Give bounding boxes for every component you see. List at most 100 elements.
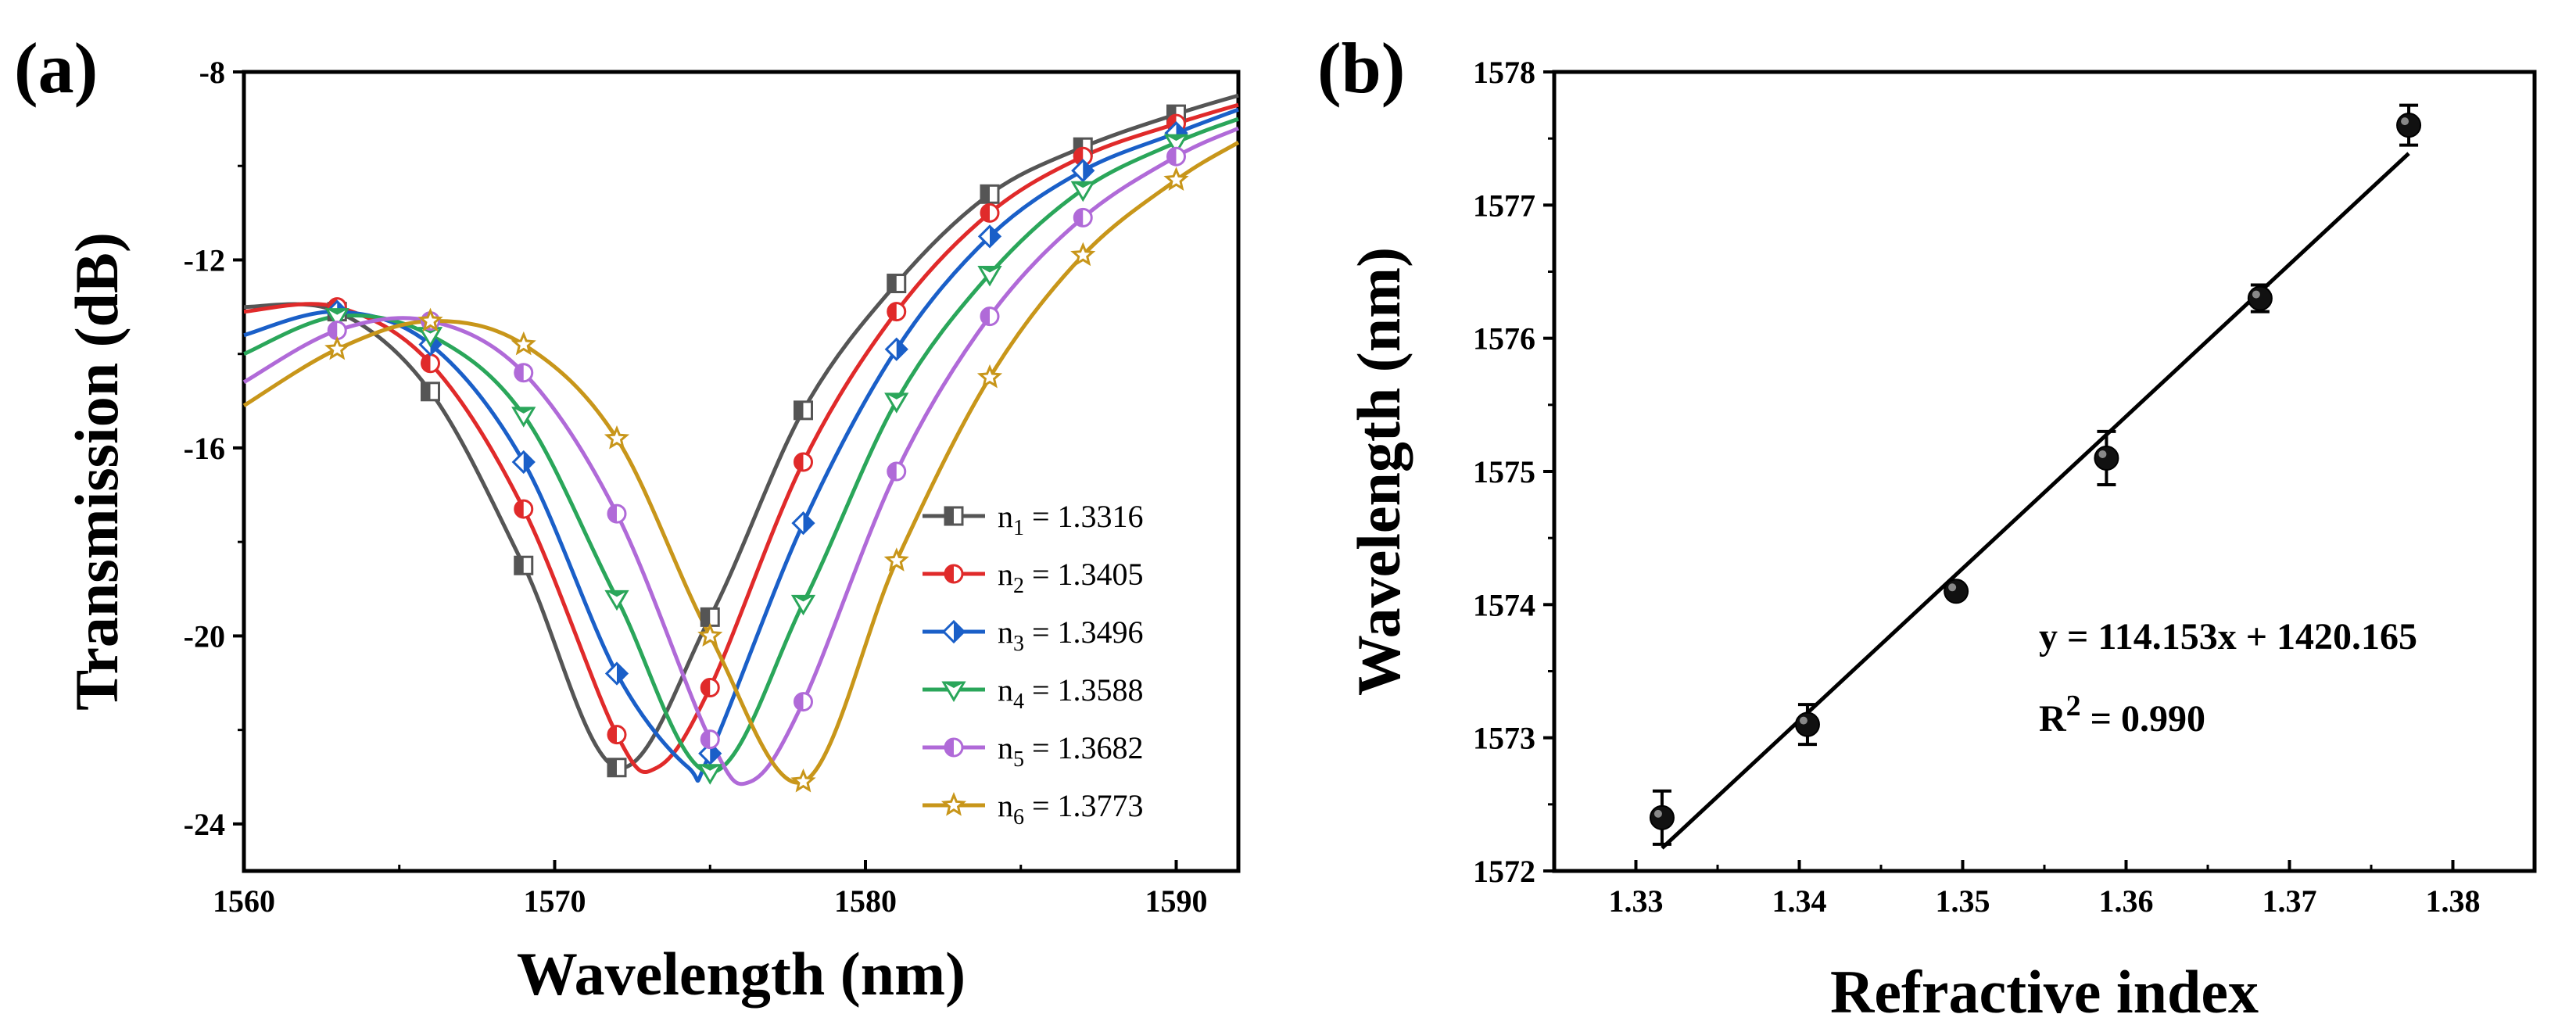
panel-a-transmission-chart: (a) 1560 1570 1580 1590 -8 -12 -16 -20 -24 Wavel… — [14, 28, 1241, 1008]
point-highlight — [1948, 583, 1957, 592]
panel-a-series-5-point — [1166, 146, 1186, 167]
panel-b-data-point-1 — [1649, 789, 1675, 846]
panel-a-series-3-point — [604, 661, 629, 686]
panel-a-series-2-point — [607, 725, 627, 745]
panel-b-x-tick-label: 1.36 — [2099, 883, 2154, 919]
panel-a-series-6-point — [511, 331, 536, 356]
legend-label: n2 = 1.3405 — [998, 557, 1144, 598]
panel-b-data-point-5 — [2247, 283, 2273, 314]
panel-a-series-6-point — [697, 622, 723, 647]
panel-a-legend-entry-2: n2 = 1.3405 — [923, 557, 1144, 598]
panel-a-y-tick-label: -20 — [184, 618, 225, 654]
panel-a-series-6-point — [883, 547, 909, 572]
panel-a-series-2-point — [980, 202, 1000, 223]
panel-a-series-6-point — [1070, 242, 1096, 267]
r-squared: R2 = 0.990 — [2039, 690, 2205, 740]
panel-a-plot-frame — [242, 70, 1241, 873]
panel-a-x-tick-label: 1560 — [213, 883, 275, 919]
panel-b-data-point-4 — [2094, 429, 2119, 487]
point-marker — [2094, 445, 2119, 471]
panel-a-series-5-point — [887, 461, 907, 482]
panel-a-series-2-point — [700, 678, 720, 698]
panel-a-series-1-point — [794, 400, 813, 421]
panel-a-series-3-point — [884, 337, 908, 361]
panel-b-y-tick-label: 1573 — [1473, 721, 1535, 756]
panel-a-series-6-point — [1163, 167, 1189, 191]
panel-a-series-4-point — [790, 594, 816, 616]
panel-a-y-tick-label: -24 — [184, 807, 225, 842]
point-highlight — [1799, 716, 1807, 725]
panel-b-fit-line — [1661, 152, 2410, 850]
panel-a-y-tick-label: -8 — [199, 55, 225, 90]
panel-a-series-1-point — [421, 382, 440, 402]
panel-a-series-5-point — [514, 363, 534, 383]
point-highlight — [2098, 450, 2107, 458]
panel-a-series-line-1 — [243, 93, 1239, 770]
panel-a-series-6-point — [324, 335, 350, 360]
panel-b-x-tick-label: 1.34 — [1772, 883, 1827, 919]
panel-a-x-tick-label: 1580 — [834, 883, 897, 919]
fit-equation: y = 114.153x + 1420.165 — [2039, 616, 2417, 658]
panel-b-x-axis-title: Refractive index — [1830, 958, 2259, 1026]
panel-b-label: (b) — [1317, 28, 1405, 108]
panel-b-y-tick-label: 1578 — [1473, 55, 1535, 90]
panel-b-y-tick-label: 1577 — [1473, 188, 1535, 223]
panel-a-series-3-point — [977, 224, 1002, 249]
panel-b-data-point-3 — [1944, 579, 1969, 604]
legend-label: n6 = 1.3773 — [998, 788, 1144, 830]
point-marker — [1649, 804, 1675, 830]
panel-a-legend-entry-1: n1 = 1.3316 — [923, 499, 1144, 540]
legend-label: n1 = 1.3316 — [998, 499, 1144, 540]
panel-a-series-3-point — [511, 450, 536, 475]
panel-a-y-tick-label: -16 — [184, 431, 225, 466]
panel-a-series-5-point — [607, 503, 627, 524]
panel-a-legend: n1 = 1.3316 n2 = 1.3405 n3 = 1.3496 n4 = 1.… — [923, 499, 1144, 830]
panel-a-series-5-point — [1073, 207, 1093, 228]
panel-a-series-5-point — [327, 321, 347, 341]
legend-marker — [941, 619, 966, 644]
panel-a-series-4-point — [324, 308, 349, 329]
legend-label: n5 = 1.3682 — [998, 730, 1144, 772]
panel-b-wavelength-chart: (b) 1.33 1.34 1.35 1.36 1.37 1.38 1572 1573 1574… — [1317, 28, 2537, 1026]
panel-a-series-1-point — [514, 555, 534, 575]
panel-a-x-tick-label: 1590 — [1145, 883, 1208, 919]
panel-a-series-5-point — [700, 729, 720, 750]
panel-a-x-axis-title: Wavelength (nm) — [517, 940, 966, 1008]
panel-a-series-1-point — [607, 758, 627, 778]
legend-label: n3 = 1.3496 — [998, 615, 1144, 656]
panel-a-y-axis-title: Transmission (dB) — [63, 232, 131, 711]
panel-a-y-tick-label: -12 — [184, 242, 225, 278]
panel-a-series-6-point — [604, 425, 630, 450]
panel-b-x-tick-label: 1.38 — [2426, 883, 2481, 919]
r-squared-superscript: 2 — [2066, 690, 2081, 722]
panel-a-legend-entry-6: n6 = 1.3773 — [923, 788, 1144, 830]
panel-a-series-1-point — [887, 274, 907, 294]
panel-b-y-axis-title: Wavelength (nm) — [1345, 247, 1413, 696]
panel-a-series-4-point — [977, 266, 1002, 287]
panel-a-series-2-point — [794, 452, 813, 472]
panel-a-series-line-5 — [242, 126, 1240, 787]
panel-a-series-4-point — [511, 407, 536, 428]
panel-a-label: (a) — [14, 28, 98, 108]
panel-a-series-4-point — [697, 764, 722, 785]
panel-a-series-6-point — [790, 768, 816, 793]
panel-a-series-4-point — [604, 589, 629, 611]
legend-label: n4 = 1.3588 — [998, 672, 1144, 714]
panel-a-series-3-point — [1071, 159, 1095, 183]
r-squared-prefix: R — [2039, 698, 2067, 740]
point-marker — [2396, 113, 2422, 138]
panel-b-data-point-6 — [2396, 103, 2422, 147]
legend-marker — [944, 506, 964, 526]
panel-a-legend-entry-5: n5 = 1.3682 — [923, 730, 1144, 772]
panel-a-series-2-point — [887, 302, 907, 322]
point-highlight — [2252, 290, 2260, 299]
panel-b-y-tick-label: 1574 — [1473, 587, 1535, 622]
panel-b-x-tick-label: 1.37 — [2263, 883, 2317, 919]
point-marker — [1944, 579, 1969, 604]
panel-b-data-point-2 — [1794, 703, 1820, 747]
panel-a-series-2-point — [421, 353, 440, 374]
legend-marker — [944, 737, 964, 758]
panel-a-series-4-point — [884, 392, 909, 414]
panel-b-y-tick-label: 1575 — [1473, 454, 1535, 489]
